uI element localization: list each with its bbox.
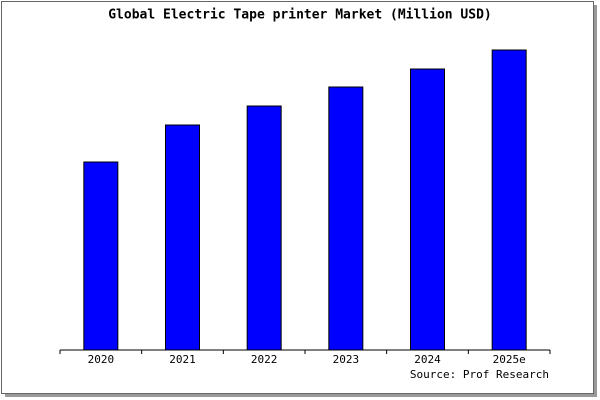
x-tick-label: 2024 <box>414 353 441 366</box>
bar <box>83 161 119 351</box>
bar <box>410 68 445 351</box>
x-tick-label: 2023 <box>333 353 360 366</box>
x-tick-label: 2020 <box>88 353 115 366</box>
chart-title: Global Electric Tape printer Market (Mil… <box>108 8 492 23</box>
x-tick-label: 2025e <box>493 353 526 366</box>
bar <box>246 105 282 351</box>
bar <box>491 49 527 351</box>
source-note: Source: Prof Research <box>410 368 549 381</box>
x-tick-label: 2022 <box>251 353 278 366</box>
bar <box>165 124 200 351</box>
x-tick-label: 2021 <box>169 353 196 366</box>
bar <box>328 86 364 351</box>
